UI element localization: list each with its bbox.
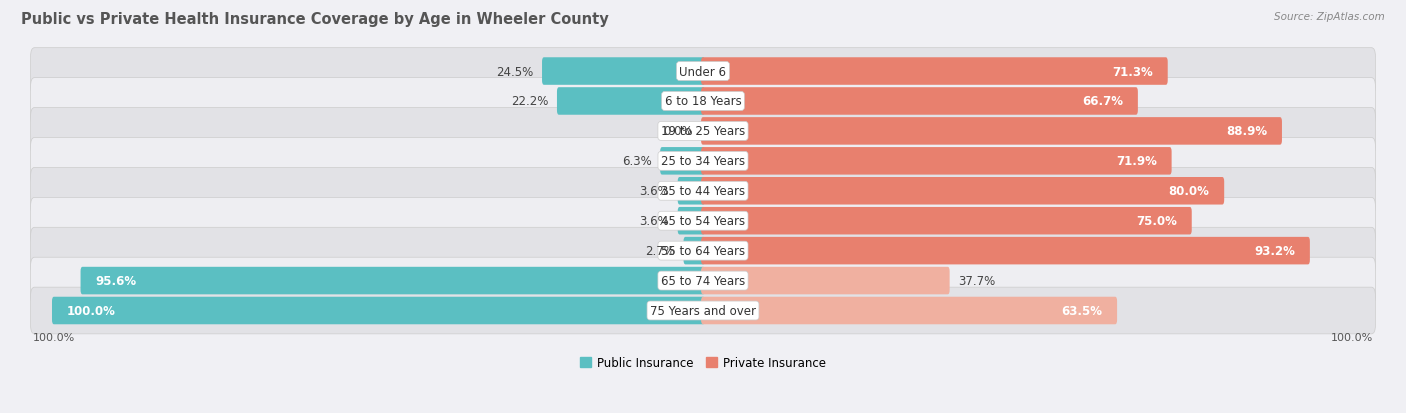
FancyBboxPatch shape [702, 88, 1137, 116]
Text: 93.2%: 93.2% [1254, 244, 1295, 258]
Legend: Public Insurance, Private Insurance: Public Insurance, Private Insurance [575, 352, 831, 374]
Text: Public vs Private Health Insurance Coverage by Age in Wheeler County: Public vs Private Health Insurance Cover… [21, 12, 609, 27]
Text: 55 to 64 Years: 55 to 64 Years [661, 244, 745, 258]
Text: 75 Years and over: 75 Years and over [650, 304, 756, 317]
Text: 88.9%: 88.9% [1226, 125, 1267, 138]
FancyBboxPatch shape [702, 148, 1171, 175]
Text: 24.5%: 24.5% [496, 65, 534, 78]
Text: 6 to 18 Years: 6 to 18 Years [665, 95, 741, 108]
FancyBboxPatch shape [678, 207, 704, 235]
Text: 71.9%: 71.9% [1116, 155, 1157, 168]
FancyBboxPatch shape [52, 297, 704, 325]
FancyBboxPatch shape [31, 228, 1375, 274]
FancyBboxPatch shape [31, 49, 1375, 95]
Text: 35 to 44 Years: 35 to 44 Years [661, 185, 745, 198]
Text: Under 6: Under 6 [679, 65, 727, 78]
Text: 71.3%: 71.3% [1112, 65, 1153, 78]
Text: 66.7%: 66.7% [1083, 95, 1123, 108]
FancyBboxPatch shape [31, 168, 1375, 215]
Text: 22.2%: 22.2% [512, 95, 548, 108]
FancyBboxPatch shape [702, 58, 1168, 85]
FancyBboxPatch shape [678, 178, 704, 205]
FancyBboxPatch shape [702, 237, 1310, 265]
Text: 100.0%: 100.0% [1331, 332, 1374, 342]
FancyBboxPatch shape [31, 108, 1375, 155]
FancyBboxPatch shape [702, 118, 1282, 145]
Text: 100.0%: 100.0% [67, 304, 115, 317]
Text: 2.7%: 2.7% [645, 244, 675, 258]
FancyBboxPatch shape [702, 267, 949, 294]
FancyBboxPatch shape [31, 138, 1375, 185]
FancyBboxPatch shape [31, 198, 1375, 244]
FancyBboxPatch shape [557, 88, 704, 116]
Text: 75.0%: 75.0% [1136, 215, 1177, 228]
Text: 100.0%: 100.0% [32, 332, 75, 342]
Text: 25 to 34 Years: 25 to 34 Years [661, 155, 745, 168]
FancyBboxPatch shape [543, 58, 704, 85]
Text: 0.0%: 0.0% [664, 125, 693, 138]
FancyBboxPatch shape [683, 237, 704, 265]
Text: 45 to 54 Years: 45 to 54 Years [661, 215, 745, 228]
Text: 63.5%: 63.5% [1062, 304, 1102, 317]
Text: 3.6%: 3.6% [640, 185, 669, 198]
Text: 19 to 25 Years: 19 to 25 Years [661, 125, 745, 138]
FancyBboxPatch shape [702, 297, 1118, 325]
Text: Source: ZipAtlas.com: Source: ZipAtlas.com [1274, 12, 1385, 22]
FancyBboxPatch shape [702, 178, 1225, 205]
FancyBboxPatch shape [31, 78, 1375, 125]
Text: 65 to 74 Years: 65 to 74 Years [661, 274, 745, 287]
FancyBboxPatch shape [661, 148, 704, 175]
FancyBboxPatch shape [31, 258, 1375, 304]
FancyBboxPatch shape [31, 287, 1375, 334]
FancyBboxPatch shape [702, 207, 1192, 235]
Text: 37.7%: 37.7% [957, 274, 995, 287]
Text: 80.0%: 80.0% [1168, 185, 1209, 198]
FancyBboxPatch shape [80, 267, 704, 294]
Text: 3.6%: 3.6% [640, 215, 669, 228]
Text: 95.6%: 95.6% [96, 274, 136, 287]
Text: 6.3%: 6.3% [621, 155, 652, 168]
